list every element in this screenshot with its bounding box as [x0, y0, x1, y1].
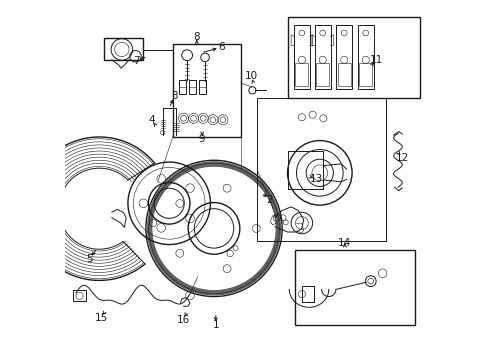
Text: 2: 2 [266, 195, 272, 205]
Bar [188, 80, 196, 94]
Bar [316, 63, 328, 86]
Bar [198, 80, 205, 94]
Text: 3: 3 [171, 91, 178, 101]
Text: 14: 14 [338, 238, 351, 248]
Text: 15: 15 [94, 313, 107, 323]
Bar [179, 80, 186, 94]
Text: 16: 16 [177, 315, 190, 325]
Bar [287, 151, 323, 189]
Text: 6: 6 [218, 42, 224, 52]
Bar [293, 25, 309, 89]
Bar [314, 25, 330, 89]
Bar [104, 39, 143, 60]
Bar [359, 63, 371, 86]
Text: 11: 11 [369, 55, 382, 65]
Text: 12: 12 [395, 153, 408, 163]
Text: 9: 9 [199, 134, 205, 144]
Text: 7: 7 [133, 56, 139, 66]
Bar [301, 286, 314, 302]
Bar [73, 291, 86, 301]
Text: 10: 10 [244, 71, 257, 81]
Text: 8: 8 [193, 32, 200, 41]
Bar [357, 25, 373, 89]
Text: 1: 1 [212, 320, 219, 330]
Text: 5: 5 [86, 254, 92, 264]
Text: 13: 13 [309, 174, 322, 184]
Bar [295, 63, 308, 86]
Bar [294, 250, 414, 325]
Bar [172, 44, 241, 137]
Bar [257, 98, 386, 241]
Bar [336, 25, 351, 89]
Text: 4: 4 [148, 115, 154, 125]
Bar [287, 17, 419, 98]
Bar [337, 63, 350, 86]
